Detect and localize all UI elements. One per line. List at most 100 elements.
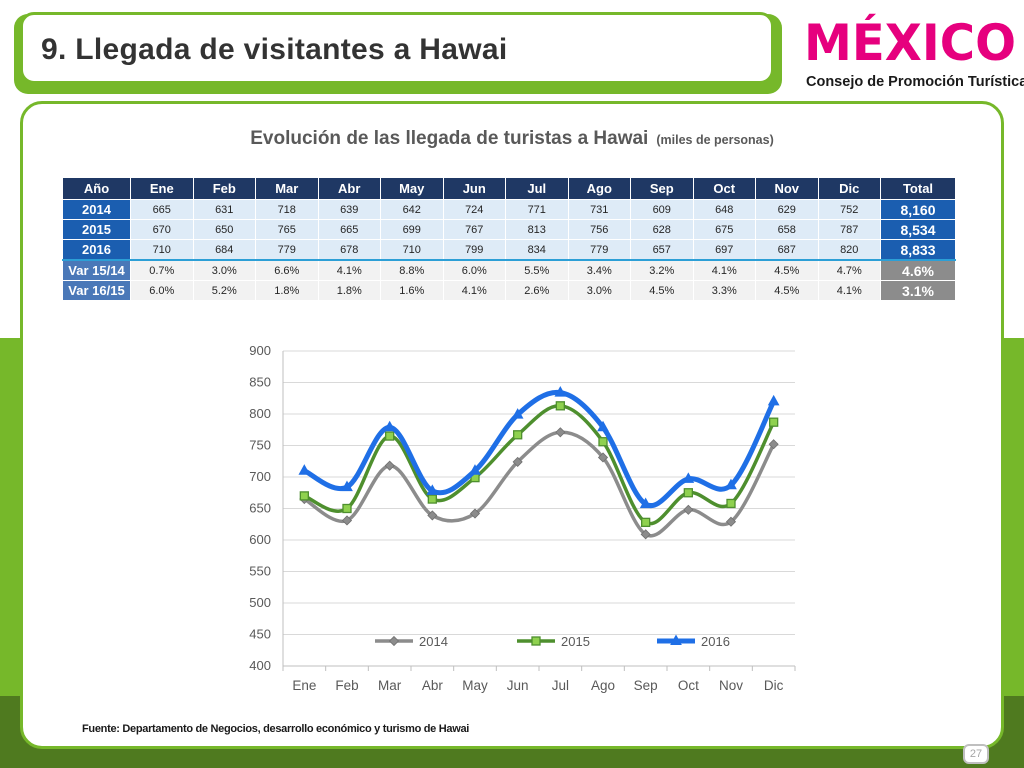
table-cell: 650 bbox=[192, 219, 256, 240]
x-tick-label: Ago bbox=[591, 678, 615, 693]
table-cell: 631 bbox=[192, 199, 256, 220]
table-row: Var 16/15 6.0% 5.2% 1.8% 1.8% 1.6% 4.1% 2.6% 3.0… bbox=[62, 280, 956, 301]
total-cell: 4.6% bbox=[880, 259, 956, 281]
data-point-2016 bbox=[682, 472, 695, 483]
table-cell: 609 bbox=[630, 199, 694, 220]
data-point-2014 bbox=[640, 529, 651, 540]
col-header: Feb bbox=[192, 177, 256, 200]
y-tick-label: 600 bbox=[249, 532, 271, 547]
visitors-table: Año Ene Feb Mar Abr May Jun Jul Ago Sep … bbox=[62, 177, 956, 301]
line-chart: 400 450 500 550 600 650 700 750 800 850 900 Ene Feb M… bbox=[249, 343, 796, 693]
table-cell: 697 bbox=[692, 239, 756, 261]
legend-label: 2014 bbox=[419, 634, 448, 649]
col-header: Oct bbox=[692, 177, 756, 200]
table-cell: 834 bbox=[505, 239, 569, 261]
total-cell: 8,833 bbox=[880, 239, 956, 261]
data-point-2014 bbox=[555, 427, 566, 438]
total-cell: 3.1% bbox=[880, 280, 956, 301]
page-title: 9. Llegada de visitantes a Hawai bbox=[41, 33, 508, 66]
col-header: Ago bbox=[567, 177, 631, 200]
table-cell: 6.0% bbox=[442, 259, 506, 281]
table-cell: 1.8% bbox=[317, 280, 381, 301]
table-cell: 779 bbox=[567, 239, 631, 261]
data-point-2016 bbox=[511, 408, 524, 419]
chart-title: Evolución de las llegada de turistas a H… bbox=[250, 128, 649, 149]
table-cell: 4.5% bbox=[755, 259, 819, 281]
data-point-2015 bbox=[385, 431, 395, 441]
table-cell: 687 bbox=[755, 239, 819, 261]
x-tick-label: Jul bbox=[552, 678, 569, 693]
row-header: 2014 bbox=[62, 199, 131, 220]
table-cell: 629 bbox=[755, 199, 819, 220]
row-header: 2016 bbox=[62, 239, 131, 261]
table-cell: 4.1% bbox=[442, 280, 506, 301]
content-panel: Evolución de las llegada de turistas a H… bbox=[20, 101, 1004, 749]
data-point-2015 bbox=[598, 437, 608, 447]
table-cell: 3.4% bbox=[567, 259, 631, 281]
table-cell: 8.8% bbox=[380, 259, 444, 281]
col-header: Sep bbox=[630, 177, 694, 200]
page-number: 27 bbox=[963, 744, 989, 764]
data-point-2015 bbox=[641, 517, 651, 528]
data-point-2015 bbox=[427, 494, 437, 504]
x-tick-label: Abr bbox=[422, 678, 444, 693]
data-point-2015 bbox=[342, 503, 352, 514]
x-tick-label: Nov bbox=[719, 678, 743, 693]
table-header-row: Año Ene Feb Mar Abr May Jun Jul Ago Sep … bbox=[62, 177, 956, 200]
logo-text: MÉXICO bbox=[804, 13, 1016, 70]
table-cell: 658 bbox=[755, 219, 819, 240]
table-cell: 4.7% bbox=[817, 259, 881, 281]
series-line-2016 bbox=[301, 389, 777, 509]
data-point-2015 bbox=[299, 491, 309, 501]
table-cell: 1.6% bbox=[380, 280, 444, 301]
x-tick-label: Ene bbox=[292, 678, 316, 693]
col-header: Total bbox=[880, 177, 956, 200]
table-row: 2016 710 684 779 678 710 799 834 779 657 697 687 820… bbox=[62, 239, 956, 261]
table-cell: 639 bbox=[317, 199, 381, 220]
table-cell: 765 bbox=[255, 219, 319, 240]
row-header: Var 15/14 bbox=[62, 259, 131, 281]
data-point-2014 bbox=[768, 439, 779, 450]
table-cell: 3.0% bbox=[192, 259, 256, 281]
table-row: 2015 670 650 765 665 699 767 813 756 628 675 658 787… bbox=[62, 219, 956, 240]
total-cell: 8,534 bbox=[880, 219, 956, 240]
total-cell: 8,160 bbox=[880, 199, 956, 220]
data-point-2016 bbox=[725, 478, 737, 490]
col-header: Mar bbox=[255, 177, 319, 200]
table-cell: 6.0% bbox=[130, 280, 194, 301]
table-cell: 665 bbox=[130, 199, 194, 220]
y-tick-label: 550 bbox=[249, 564, 271, 579]
mexico-logo: MÉXICO bbox=[804, 13, 1016, 70]
col-header: Jun bbox=[442, 177, 506, 200]
table-cell: 670 bbox=[130, 219, 194, 240]
x-tick-label: Feb bbox=[335, 678, 358, 693]
table-cell: 767 bbox=[442, 219, 506, 240]
table-cell: 2.6% bbox=[505, 280, 569, 301]
col-header: Dic bbox=[817, 177, 881, 200]
row-header: Var 16/15 bbox=[62, 280, 131, 301]
table-cell: 4.1% bbox=[817, 280, 881, 301]
table-cell: 799 bbox=[442, 239, 506, 261]
y-tick-label: 500 bbox=[249, 595, 271, 610]
table-cell: 3.0% bbox=[567, 280, 631, 301]
chart-subtitle: (miles de personas) bbox=[656, 133, 774, 147]
chart-title-line: Evolución de las llegada de turistas a H… bbox=[23, 128, 1001, 150]
table-cell: 3.3% bbox=[692, 280, 756, 301]
data-point-2014 bbox=[384, 460, 395, 471]
table-cell: 648 bbox=[692, 199, 756, 220]
table-cell: 4.1% bbox=[692, 259, 756, 281]
table-cell: 787 bbox=[817, 219, 881, 240]
table-cell: 4.5% bbox=[755, 280, 819, 301]
table-cell: 4.1% bbox=[317, 259, 381, 281]
table-cell: 1.8% bbox=[255, 280, 319, 301]
data-point-2016 bbox=[597, 420, 609, 432]
table-cell: 724 bbox=[442, 199, 506, 220]
y-tick-label: 650 bbox=[249, 501, 271, 516]
table-cell: 628 bbox=[630, 219, 694, 240]
col-header: May bbox=[380, 177, 444, 200]
data-point-2014 bbox=[427, 510, 438, 521]
y-tick-label: 800 bbox=[249, 406, 271, 421]
data-point-2016 bbox=[426, 484, 439, 495]
x-tick-label: Jun bbox=[507, 678, 529, 693]
table-cell: 820 bbox=[817, 239, 881, 261]
